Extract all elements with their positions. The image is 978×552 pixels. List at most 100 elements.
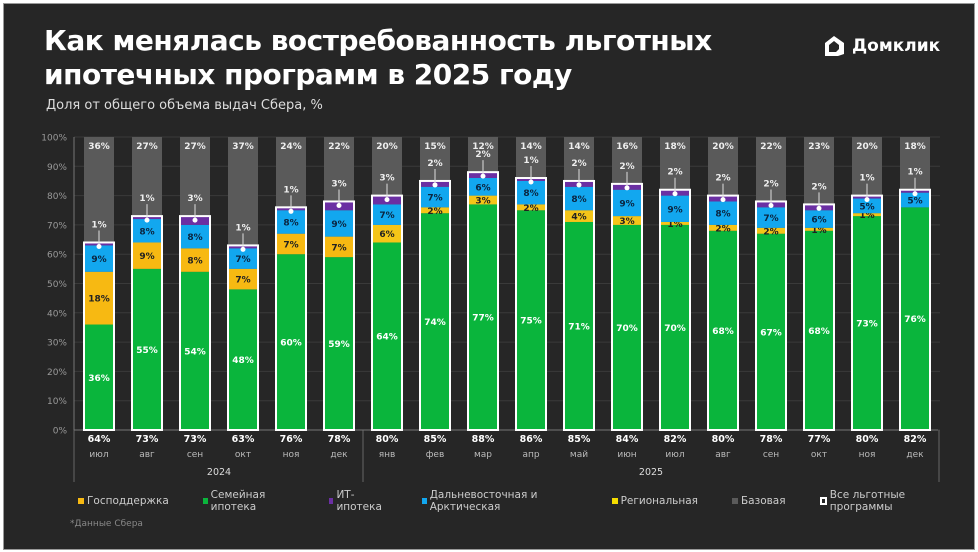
data-label: 36%	[88, 374, 110, 384]
bar-segment	[564, 210, 594, 222]
base-label: 22%	[760, 142, 782, 152]
bar-segment	[420, 207, 450, 214]
footnote: *Данные Сбера	[70, 519, 143, 529]
y-tick-label: 70%	[47, 221, 67, 231]
it-label: 1%	[139, 194, 154, 204]
year-label: 2025	[639, 467, 663, 478]
data-label: 9%	[139, 252, 154, 262]
bar-segment	[324, 257, 354, 430]
x-tick-label: сен	[763, 450, 779, 460]
bar-segment	[708, 230, 738, 430]
data-label: 8%	[715, 210, 730, 220]
total-label: 80%	[712, 434, 735, 445]
total-label: 77%	[808, 434, 831, 445]
data-label: 3%	[619, 217, 634, 227]
bar-segment	[852, 213, 882, 217]
data-label: 68%	[712, 327, 734, 337]
data-label: 5%	[859, 202, 874, 212]
it-label: 2%	[763, 179, 778, 189]
data-label: 7%	[427, 194, 442, 204]
x-tick-label: авг	[139, 450, 155, 460]
bar-segment	[420, 186, 450, 208]
legend-label: Дальневосточная и Арктическая	[429, 489, 538, 513]
x-tick-label: окт	[235, 450, 251, 460]
page-title: Как менялась востребованность льготных ип…	[44, 24, 712, 92]
leader-dot	[480, 173, 486, 179]
it-label: 2%	[571, 159, 586, 169]
it-label: 2%	[715, 174, 730, 184]
x-tick-label: июл	[89, 450, 108, 460]
total-label: 63%	[232, 434, 255, 445]
data-label: 76%	[904, 315, 926, 325]
total-label: 78%	[328, 434, 351, 445]
bar-segment	[372, 224, 402, 243]
bar-segment	[516, 210, 546, 430]
data-label: 71%	[568, 322, 590, 332]
x-tick-label: дек	[330, 450, 348, 460]
bar-segment	[228, 289, 258, 430]
data-label: 2%	[715, 224, 730, 234]
x-tick-label: окт	[811, 450, 827, 460]
data-label: 77%	[472, 314, 494, 324]
data-label: 4%	[571, 213, 586, 223]
base-label: 15%	[424, 142, 446, 152]
data-label: 5%	[907, 196, 922, 206]
y-tick-label: 0%	[53, 427, 68, 437]
it-label: 3%	[379, 174, 394, 184]
y-tick-label: 50%	[47, 280, 67, 290]
data-label: 8%	[187, 233, 202, 243]
legend-label: Господдержка	[87, 495, 169, 507]
bar-segment	[180, 271, 210, 430]
total-label: 82%	[904, 434, 927, 445]
leader-dot	[816, 205, 822, 211]
legend-swatch	[611, 498, 618, 504]
total-label: 82%	[664, 434, 687, 445]
y-tick-label: 30%	[47, 339, 67, 349]
total-label: 88%	[472, 434, 495, 445]
total-label: 76%	[280, 434, 303, 445]
legend-swatch	[78, 498, 84, 504]
total-label: 73%	[184, 434, 207, 445]
bar-segment	[852, 198, 882, 214]
data-label: 7%	[235, 255, 250, 265]
leader-dot	[192, 217, 198, 223]
leader-dot	[576, 182, 582, 188]
it-label: 1%	[523, 156, 538, 166]
legend-item: Семейная ипотека	[202, 489, 295, 513]
bar-segment	[228, 248, 258, 269]
legend-swatch	[328, 498, 334, 504]
house-icon	[825, 36, 844, 56]
bar-segment	[84, 271, 114, 325]
data-label: 3%	[475, 196, 490, 206]
y-tick-label: 10%	[47, 397, 67, 407]
legend-item: Дальневосточная и Арктическая	[421, 489, 578, 513]
base-label: 16%	[616, 142, 638, 152]
base-label: 24%	[280, 142, 302, 152]
bar-segment	[276, 210, 306, 234]
total-label: 85%	[568, 434, 591, 445]
base-label: 14%	[520, 142, 542, 152]
bar-segment	[468, 178, 498, 196]
bar-segment	[612, 216, 642, 225]
legend-item: ИТ-ипотека	[328, 489, 388, 513]
x-tick-label: ноя	[283, 450, 300, 460]
data-label: 7%	[763, 214, 778, 224]
leader-dot	[336, 202, 342, 208]
legend-label: Региональная	[620, 495, 698, 507]
data-label: 7%	[331, 243, 346, 253]
legend-swatch	[202, 498, 208, 504]
y-tick-label: 60%	[47, 251, 67, 261]
title-line-2: ипотечных программ в 2025 году	[44, 58, 572, 91]
data-label: 9%	[91, 255, 106, 265]
leader-dot	[144, 217, 150, 223]
bar-segment	[660, 195, 690, 222]
data-label: 64%	[376, 333, 398, 343]
bar-segment	[900, 192, 930, 208]
base-label: 22%	[328, 142, 350, 152]
data-label: 60%	[280, 339, 302, 349]
bar-segment	[516, 180, 546, 205]
bar-segment	[564, 221, 594, 430]
bar-segment	[324, 210, 354, 237]
bar-segment	[84, 245, 114, 272]
data-label: 6%	[475, 183, 490, 193]
